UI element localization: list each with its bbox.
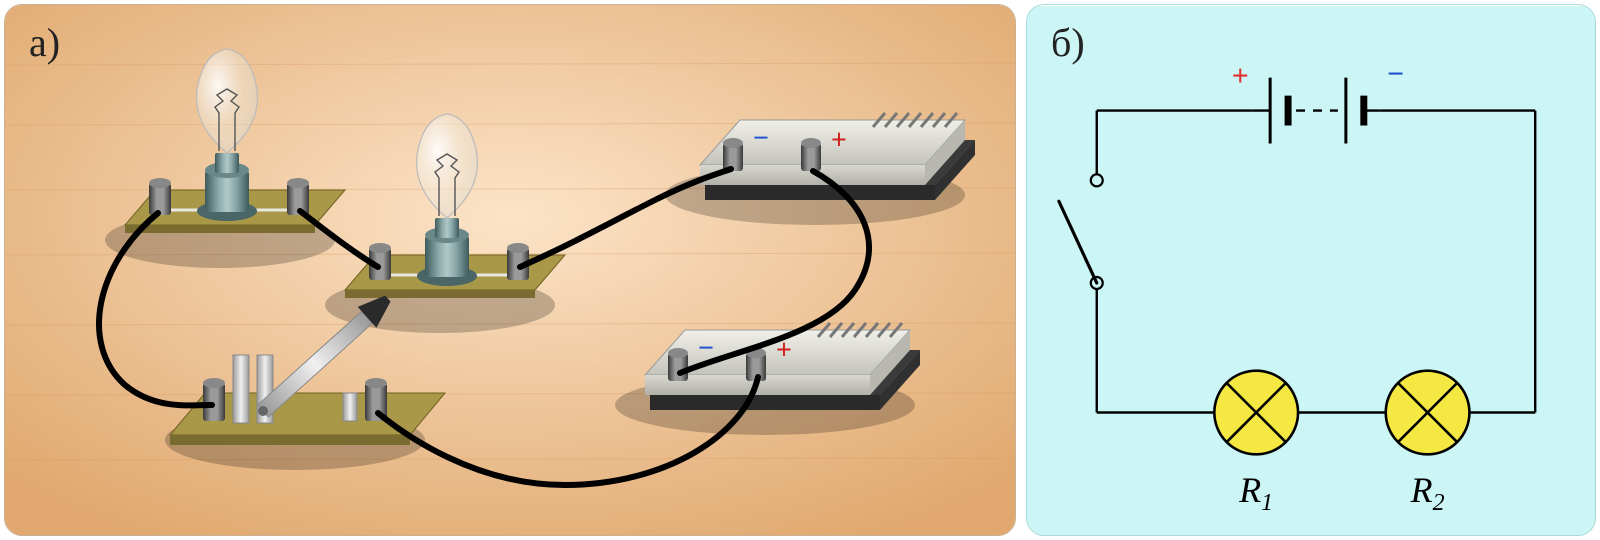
schematic-svg: + − R1 R2 — [1027, 5, 1595, 536]
panel-a-label: а) — [29, 19, 60, 66]
lamp-r2 — [1386, 371, 1470, 455]
lamp-r1 — [1214, 371, 1298, 455]
r1-sub: 1 — [1261, 490, 1273, 516]
r2-sub: 2 — [1433, 490, 1445, 516]
panel-physical: а) — [4, 4, 1016, 536]
schematic-plus: + — [1232, 60, 1249, 93]
r1-base: R — [1238, 470, 1261, 510]
panel-schematic: б) — [1026, 4, 1596, 536]
panel-b-label: б) — [1051, 19, 1085, 66]
schematic-minus: − — [1387, 58, 1404, 91]
r2-base: R — [1410, 470, 1433, 510]
battery1-minus: − — [753, 123, 769, 154]
physical-circuit-svg: − + — [5, 5, 1015, 536]
battery1-plus: + — [831, 125, 847, 156]
